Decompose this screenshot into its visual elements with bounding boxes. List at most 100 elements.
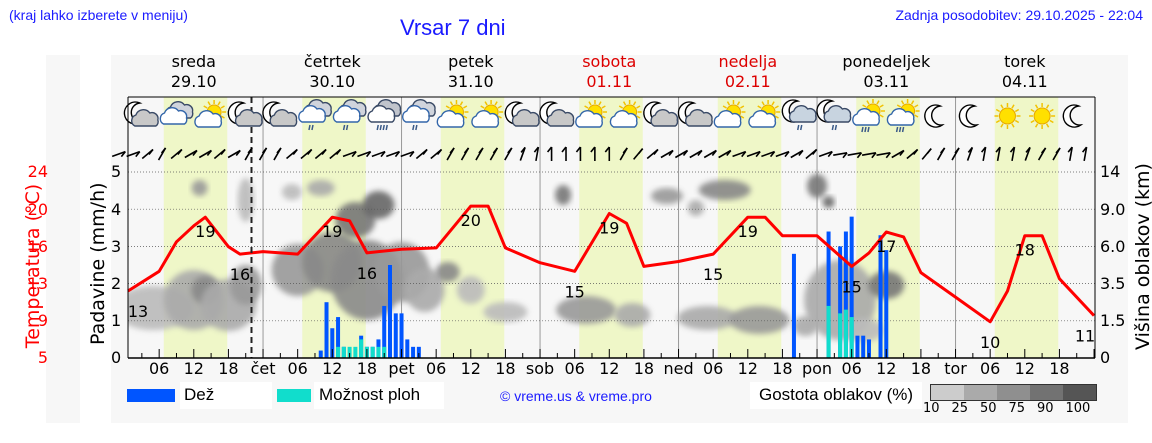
temp-label: 18 (1015, 241, 1035, 260)
sun-cloud-icon (575, 100, 607, 128)
day-header-0: sreda 29.10 (134, 52, 254, 92)
wind-barb-icon (861, 151, 877, 159)
wind-barb-icon (460, 147, 470, 161)
wind-barb-icon (519, 146, 526, 161)
temp-label: 10 (980, 333, 1000, 352)
wind-barb-icon (674, 149, 689, 159)
wind-barbs-row (111, 146, 1088, 162)
density-tick-label: 25 (951, 401, 969, 416)
temp-tick-label: 13 (27, 274, 48, 293)
wind-barb-icon (533, 146, 540, 162)
wind-barb-icon (921, 148, 932, 160)
wind-barb-icon (995, 146, 1001, 162)
temp-tick-label: 16 (27, 237, 48, 256)
x-tick-label: 18 (910, 359, 932, 378)
wind-barb-icon (244, 147, 253, 161)
wind-barb-icon (718, 149, 732, 159)
wind-barb-icon (604, 146, 611, 161)
wind-barb-icon (703, 149, 717, 159)
plot-frame (127, 96, 1096, 359)
day-date: 29.10 (170, 72, 217, 91)
cloud-light-rain-icon (402, 99, 436, 131)
wind-barb-icon (906, 148, 919, 160)
wind-barb-icon (475, 147, 484, 161)
density-swatch (1030, 385, 1063, 400)
temperature-line: 13 19 16 19 16 20 15 19 15 19 15 17 10 18 11 (127, 97, 1095, 358)
x-tick-label: 12 (876, 359, 897, 378)
x-tick-label: 06 (702, 359, 724, 378)
precip-axis-title: Padavine (mm/h) (87, 182, 109, 345)
cloud-light-rain-icon (332, 99, 367, 131)
x-tick-label: 12 (183, 359, 204, 378)
day-date: 31.10 (447, 72, 494, 91)
wind-barb-icon (1067, 146, 1073, 162)
wind-barb-icon (575, 146, 582, 161)
page-title: Vrsar 7 dni (400, 15, 506, 40)
density-tick-label: 75 (1008, 401, 1026, 416)
wind-barb-icon (980, 146, 987, 162)
day-header-5: ponedeljek 03.11 (826, 52, 946, 92)
grid-lines (128, 171, 1095, 322)
wind-barb-icon (357, 150, 372, 158)
x-tick-label: tor (944, 359, 967, 378)
wind-barb-icon (805, 148, 818, 160)
rain-legend-swatch (127, 389, 175, 402)
density-tick-label: 90 (1037, 401, 1054, 416)
wind-barb-icon (619, 147, 628, 161)
cloud-tick-label: 0 (1100, 348, 1111, 367)
wind-barb-icon (761, 150, 776, 158)
wind-barb-icon (430, 148, 443, 160)
temp-label: 17 (876, 237, 896, 256)
temp-label: 16 (230, 265, 250, 284)
moon-cloud-icon (123, 101, 159, 127)
moon-icon (1062, 104, 1084, 128)
density-legend-label: Gostota oblakov (%) (759, 385, 914, 404)
moon-icon (958, 104, 980, 128)
precip-tick-label: 1 (111, 311, 122, 330)
x-tick-label: 18 (356, 359, 378, 378)
wind-barb-icon (184, 149, 198, 159)
rain-legend-bg (180, 382, 272, 409)
location-hint: (kraj lahko izberete v meniju) (9, 7, 188, 23)
cloud-light-rain-icon (298, 99, 332, 131)
day-header-3: sobota 01.11 (549, 52, 669, 92)
day-name: četrtek (303, 52, 361, 71)
sun-cloud-icon (436, 100, 469, 128)
precip-tick-label: 0 (111, 348, 122, 367)
wind-barb-icon (876, 151, 891, 159)
wind-barb-icon (213, 148, 226, 160)
density-swatch (964, 385, 997, 400)
wind-barb-icon (790, 149, 804, 159)
day-name: sobota (582, 52, 637, 71)
copyright-link[interactable]: © vreme.us & vreme.pro (500, 388, 652, 404)
wind-barb-icon (258, 147, 268, 161)
wind-barb-icon (126, 150, 141, 158)
wind-barb-icon (646, 148, 659, 160)
wind-barb-icon (891, 149, 905, 159)
temp-label: 13 (128, 302, 148, 321)
moon-cloud-icon (677, 101, 713, 127)
wind-barb-icon (314, 148, 327, 160)
density-colorbar (930, 384, 1097, 401)
x-tick-label: 12 (737, 359, 758, 378)
wind-barb-icon (198, 149, 213, 159)
temp-label: 19 (195, 222, 215, 241)
wind-barb-icon (1009, 146, 1016, 162)
wind-barb-icon (689, 149, 703, 159)
wind-barb-icon (227, 149, 241, 159)
cloud-tick-label: 3.5 (1100, 274, 1126, 293)
cloudy-icon (159, 101, 194, 125)
sun-cloud-icon (713, 100, 746, 128)
temperature-axis-title: Temperatura (°C) (22, 183, 44, 349)
x-tick-label: ned (663, 359, 694, 378)
x-tick-label: 06 (979, 359, 1001, 378)
x-tick-label: sob (525, 359, 555, 378)
temp-label: 11 (1075, 327, 1095, 346)
moon-cloud-icon (227, 101, 263, 127)
day-name: ponedeljek (842, 52, 931, 71)
day-date: 03.11 (863, 72, 910, 91)
density-swatch (997, 385, 1030, 400)
day-name: nedelja (718, 52, 778, 71)
x-tick-label: 06 (564, 359, 585, 378)
